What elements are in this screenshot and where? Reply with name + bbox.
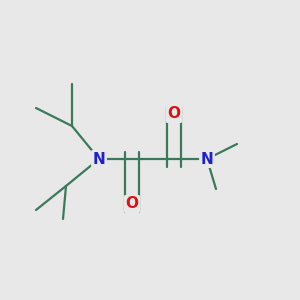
Text: N: N — [201, 152, 213, 166]
Text: O: O — [125, 196, 139, 211]
Text: N: N — [93, 152, 105, 166]
Text: O: O — [167, 106, 181, 122]
